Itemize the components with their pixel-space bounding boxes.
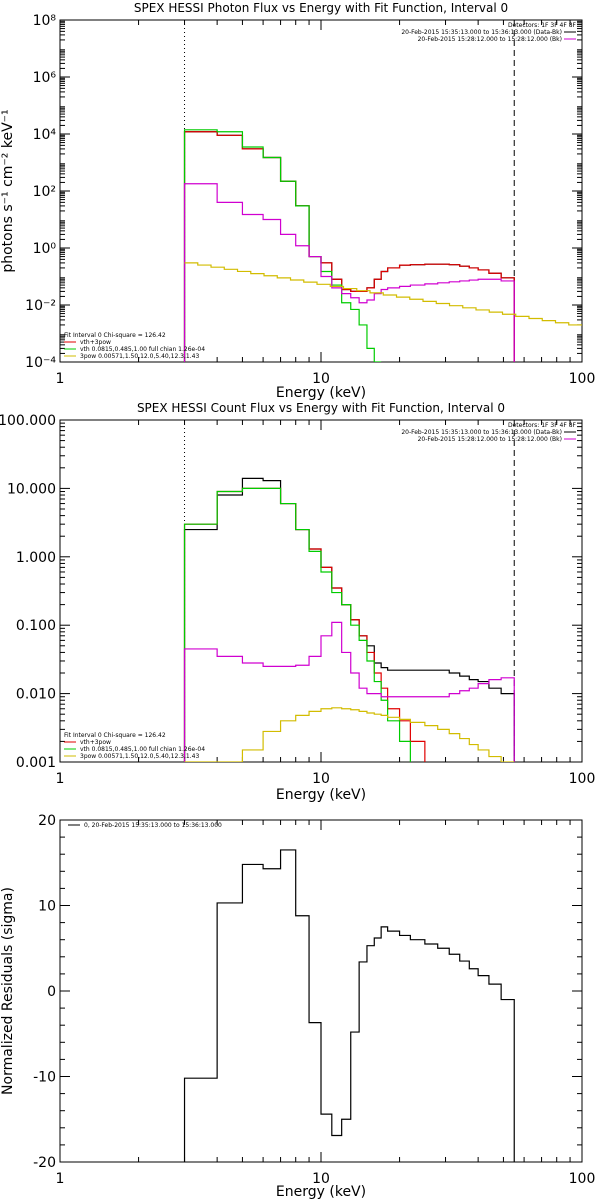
y-tick-label: 0.001 [16,755,56,771]
legend-entry: 20-Feb-2015 15:35:13.000 to 15:36:13.000… [401,429,562,436]
plot-1-title: SPEX HESSI Count Flux vs Energy with Fit… [137,401,505,415]
y-tick-label: 10⁻² [25,298,56,314]
y-tick-label: 0 [47,984,56,1000]
series-magenta-line [183,183,515,362]
y-tick-label: 10⁸ [33,13,57,29]
x-tick-label: 100 [569,371,596,387]
y-tick-label: 10.000 [7,481,56,497]
legend-entry: vth+3pow [80,739,111,746]
series-black-line [183,849,515,1162]
x-axis-label: Energy (keV) [276,1184,366,1200]
model-yellow-line [184,262,582,326]
y-tick-label: 10² [33,184,56,200]
legend-entry: vth 0.0815,0.485,1.00 full chian 1.26e-0… [80,746,205,753]
legend-entry: Fit Interval 0 Chi-square = 126.42 [64,332,166,339]
legend-entry: 3pow 0.00571,1.50,12.0,5.40,12.3,1.43 [80,753,199,760]
x-tick-label: 1 [56,771,65,787]
series-green-line [183,487,411,762]
y-tick-label: 1.000 [16,550,56,566]
legend-entry: Detectors: 1F 3F 4F 8F [508,422,577,429]
plot-2-series-group [183,849,515,1162]
plot-1-series-group [183,477,515,762]
plot-0-title: SPEX HESSI Photon Flux vs Energy with Fi… [134,1,508,15]
x-tick-label: 100 [569,771,596,787]
y-axis-label: photons s⁻¹ cm⁻² keV⁻¹ [0,109,16,272]
y-axis-label: Normalized Residuals (sigma) [0,887,16,1095]
legend-entry: 20-Feb-2015 15:28:12.000 to 15:28:12.000… [418,36,562,43]
legend-entry: 0, 20-Feb-2015 15:35:13.000 to 15:36:13.… [84,822,222,829]
x-axis-label: Energy (keV) [276,787,366,803]
plot-0-series-group [183,129,582,362]
series-magenta-line [183,621,515,762]
x-axis-label: Energy (keV) [276,385,366,401]
y-tick-label: 10⁰ [33,241,57,257]
series-yellow-line [184,707,515,762]
y-tick-label: 10⁶ [33,70,57,86]
y-tick-label: 10⁴ [33,127,57,143]
legend-entry: 20-Feb-2015 15:28:12.000 to 15:28:12.000… [418,436,562,443]
y-tick-label: 0.010 [16,687,56,703]
y-tick-label: 10 [38,899,56,915]
y-tick-label: -10 [33,1070,56,1086]
series-black-line [183,131,515,362]
legend-entry: 20-Feb-2015 15:35:13.000 to 15:36:13.000… [401,29,562,36]
legend-entry: Fit Interval 0 Chi-square = 126.42 [64,732,166,739]
x-tick-label: 10 [312,771,330,787]
x-tick-label: 1 [56,1171,65,1187]
legend-entry: vth+3pow [80,339,111,346]
legend-entry: vth 0.0815,0.485,1.00 full chian 1.26e-0… [80,346,205,353]
plot-0-frame [59,19,583,363]
y-tick-label: 100.000 [0,413,56,429]
y-tick-label: 0.100 [16,618,56,634]
x-tick-label: 10 [312,1171,330,1187]
y-tick-label: 10⁻⁴ [25,355,56,371]
y-tick-label: -20 [33,1155,56,1171]
series-black-line [183,477,515,762]
x-tick-label: 10 [312,371,330,387]
series-red-line [183,131,515,362]
x-tick-label: 1 [56,371,65,387]
legend-entry: 3pow 0.00571,1.50,12.0,5.40,12.3,1.43 [80,353,199,360]
series-green-line [183,129,382,362]
x-tick-label: 100 [569,1171,596,1187]
y-tick-label: 20 [38,813,56,829]
legend-entry: Detectors: 1F 3F 4F 8F [508,22,577,29]
